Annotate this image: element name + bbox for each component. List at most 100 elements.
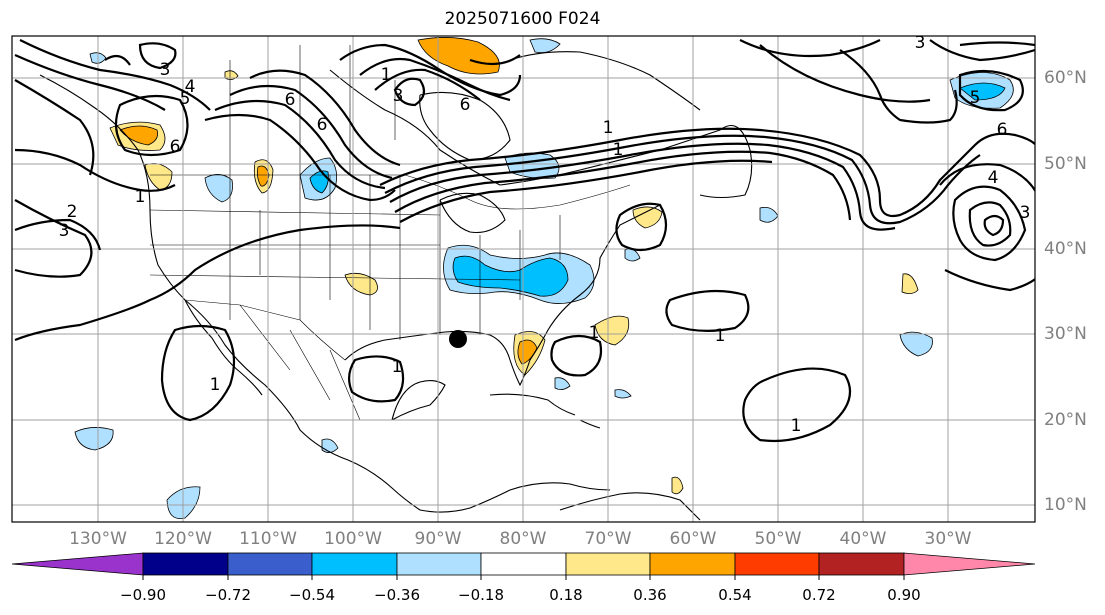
fill-negative — [529, 38, 561, 54]
lat-label: 50°N — [1044, 154, 1087, 174]
contour-label: 3 — [393, 86, 404, 106]
yucatan-coastline — [391, 379, 446, 421]
contour-line — [229, 84, 393, 180]
lon-label: 70°W — [584, 529, 632, 549]
fill-positive — [119, 125, 158, 146]
fill-negative — [452, 255, 569, 297]
colorbar-tick-label: 0.54 — [718, 586, 752, 604]
hudson-bay-coastline — [419, 91, 511, 161]
graticule — [12, 36, 1035, 522]
contour-line — [394, 150, 852, 221]
gulf-coastline — [344, 204, 661, 387]
contour-line — [374, 68, 481, 101]
contour-line — [114, 94, 189, 157]
map-title: 2025071600 F024 — [444, 9, 601, 29]
colorbar-segment — [396, 552, 482, 576]
contour-line — [14, 199, 93, 278]
contour-layer — [14, 39, 1035, 443]
fill-positive — [344, 272, 378, 296]
north-america-coastline — [39, 74, 611, 513]
contour-line — [359, 57, 511, 102]
fill-negative — [321, 438, 339, 453]
fill-negative — [614, 389, 632, 399]
colorbar-tick-label: 0.18 — [549, 586, 583, 604]
colorbar-segment — [480, 552, 567, 576]
lat-label: 10°N — [1044, 495, 1087, 515]
contour-line — [742, 367, 852, 443]
contour-label: 1 — [603, 118, 614, 138]
colorbar-segment — [818, 552, 905, 576]
contour-line — [615, 202, 668, 252]
contour-line — [739, 39, 881, 58]
contour-line — [339, 43, 522, 97]
colorbar-segment — [227, 552, 313, 576]
contour-line — [959, 41, 1035, 47]
lon-label: 50°W — [754, 529, 802, 549]
contour-label: 1 — [589, 323, 600, 343]
contour-line — [14, 224, 401, 342]
lon-label: 80°W — [499, 529, 547, 549]
contour-label: 1 — [613, 140, 624, 160]
contour-line — [839, 49, 958, 124]
colorbar-tick-label: −0.18 — [458, 586, 504, 604]
colorbar-segment — [142, 552, 229, 576]
contour-line — [14, 53, 166, 111]
colorbar-segment — [311, 552, 398, 576]
fill-negative — [554, 377, 571, 390]
contour-line — [983, 214, 1005, 237]
lon-label: 40°W — [839, 529, 887, 549]
contour-label: 1 — [392, 357, 403, 377]
shading-layer — [74, 37, 1014, 519]
contour-label: 3 — [160, 60, 171, 80]
contour-line — [469, 54, 521, 66]
contour-line — [393, 77, 426, 107]
state-borders — [149, 175, 561, 340]
contour-label-layer: 1 1 1 1 1 1 1 1 1 2 3 3 3 3 3 4 4 5 5 6 … — [59, 36, 1031, 436]
contour-label: 4 — [185, 77, 196, 97]
contour-line — [160, 324, 236, 422]
fill-positive — [224, 70, 239, 80]
contour-line — [958, 69, 1024, 112]
fill-positive — [257, 165, 270, 187]
colorbar-tick-label: 0.72 — [802, 586, 836, 604]
location-marker — [449, 330, 467, 348]
fill-positive — [901, 273, 919, 294]
border-layer — [149, 45, 631, 421]
contour-label: 6 — [460, 95, 471, 115]
canada-coastline — [329, 69, 753, 199]
contour-label: 5 — [180, 89, 191, 109]
contour-line — [19, 39, 211, 111]
lat-label: 40°N — [1044, 239, 1087, 259]
south-america-coastline — [559, 492, 701, 521]
fill-negative — [759, 206, 779, 223]
colorbar-segment — [734, 552, 820, 576]
contour-label: 3 — [1020, 203, 1031, 223]
great-lakes — [439, 192, 506, 234]
lat-label: 60°N — [1044, 68, 1087, 88]
colorbar-tick-label: −0.72 — [205, 586, 251, 604]
contour-label: 1 — [135, 187, 146, 207]
contour-line — [665, 289, 750, 332]
contour-line — [379, 127, 1035, 218]
contour-label: 6 — [317, 115, 328, 135]
colorbar-tick-label: 0.90 — [887, 586, 921, 604]
lat-label: 20°N — [1044, 410, 1087, 430]
contour-label: 6 — [170, 137, 181, 157]
fill-positive — [594, 315, 630, 346]
contour-label: 5 — [970, 88, 981, 108]
colorbar-extend-under — [11, 552, 144, 576]
contour-line — [204, 113, 396, 202]
baja-california-coastline — [184, 299, 263, 396]
fill-negative — [309, 170, 329, 194]
colorbar — [11, 552, 1036, 580]
map-frame — [11, 35, 1036, 523]
fill-positive — [144, 163, 173, 191]
contour-line — [944, 269, 1035, 292]
contour-line — [214, 99, 386, 190]
contour-line — [104, 54, 131, 66]
contour-label: 4 — [988, 168, 999, 188]
arctic-coastline — [509, 51, 701, 111]
lon-label: 60°W — [669, 529, 717, 549]
contour-label: 6 — [285, 90, 296, 110]
